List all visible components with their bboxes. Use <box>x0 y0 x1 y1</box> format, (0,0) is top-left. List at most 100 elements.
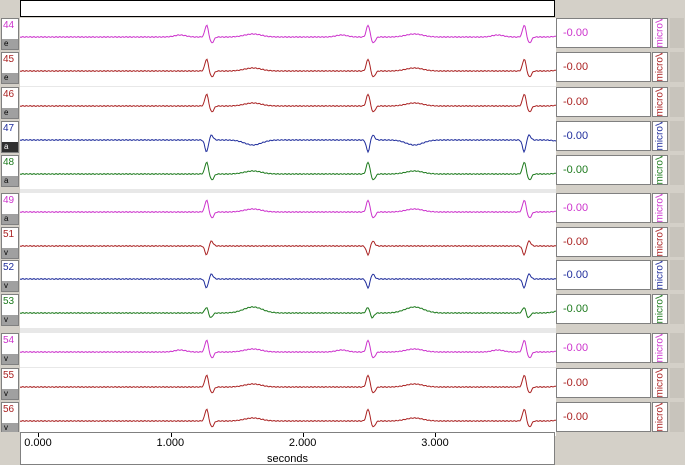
channel-trace[interactable] <box>20 402 556 436</box>
channel-side-strip <box>670 193 684 223</box>
channel-label-box[interactable]: 45 e <box>1 52 19 84</box>
channel-side-strip <box>670 227 684 257</box>
channel-scale-button[interactable]: e <box>2 73 18 83</box>
channel-scale-button[interactable]: a <box>2 176 18 186</box>
trace-svg <box>20 24 556 44</box>
channel-number: 49 <box>3 195 15 206</box>
channel-scale-button[interactable]: v <box>2 354 18 364</box>
channel-trace[interactable] <box>20 227 556 261</box>
channel-unit-label: microV <box>654 260 666 290</box>
channel-scale-button[interactable]: a <box>2 214 18 224</box>
channel-value: -0.00 <box>556 294 651 324</box>
x-tick-label: 0.000 <box>24 437 52 449</box>
channel-trace[interactable] <box>20 368 556 402</box>
x-tick <box>38 433 40 437</box>
channel-unit: microV <box>652 368 668 398</box>
channel-value: -0.00 <box>556 52 651 82</box>
channel-scale-button[interactable]: v <box>2 315 18 325</box>
channel-value: -0.00 <box>556 333 651 363</box>
channel-scale-button[interactable]: e <box>2 39 18 49</box>
trace-line <box>20 408 556 428</box>
channel-value: -0.00 <box>556 260 651 290</box>
channel-unit: microV <box>652 193 668 223</box>
channel-unit: microV <box>652 402 668 432</box>
channel-unit: microV <box>652 18 668 48</box>
channel-trace[interactable] <box>20 18 556 52</box>
channel-label-box[interactable]: 55 v <box>1 368 19 400</box>
trace-line <box>20 199 556 219</box>
trace-svg <box>20 58 556 78</box>
channel-label-box[interactable]: 47 a <box>1 121 19 153</box>
channel-value: -0.00 <box>556 227 651 257</box>
x-axis: 0.000 1.000 2.000 3.000 seconds <box>20 432 555 465</box>
channel-side-strip <box>670 155 684 185</box>
channel-label-box[interactable]: 44 e <box>1 18 19 50</box>
trace-line <box>20 133 556 154</box>
channel-unit-label: microV <box>654 227 666 257</box>
channel-unit-label: microV <box>654 18 666 48</box>
channel-unit: microV <box>652 227 668 257</box>
channel-label-box[interactable]: 52 v <box>1 260 19 292</box>
channel-label-box[interactable]: 51 v <box>1 227 19 259</box>
trace-svg <box>20 133 556 154</box>
channel-unit: microV <box>652 121 668 151</box>
channel-scale-button[interactable]: v <box>2 248 18 258</box>
channel-side-strip <box>670 52 684 82</box>
channel-label-box[interactable]: 56 v <box>1 402 19 434</box>
channel-label-box[interactable]: 46 e <box>1 87 19 119</box>
channel-trace[interactable] <box>20 193 556 227</box>
trace-svg <box>20 374 556 394</box>
channel-trace[interactable] <box>20 260 556 294</box>
channel-scale-button[interactable]: a <box>2 142 18 152</box>
channel-number: 55 <box>3 370 15 381</box>
channel-number: 53 <box>3 296 15 307</box>
channel-unit: microV <box>652 155 668 185</box>
channel-trace[interactable] <box>20 52 556 86</box>
channel-scale-button[interactable]: v <box>2 389 18 399</box>
bottom-left-corner <box>0 432 20 465</box>
trace-line <box>20 161 556 181</box>
channel-number: 46 <box>3 89 15 100</box>
channel-number: 47 <box>3 123 15 134</box>
channel-side-strip <box>670 368 684 398</box>
trace-line <box>20 306 556 319</box>
channel-unit-label: microV <box>654 87 666 117</box>
channel-value: -0.00 <box>556 155 651 185</box>
trace-svg <box>20 240 556 257</box>
trace-svg <box>20 306 556 319</box>
channel-trace[interactable] <box>20 294 556 328</box>
channel-label-box[interactable]: 54 v <box>1 333 19 365</box>
channel-side-strip <box>670 333 684 363</box>
channel-scale-button[interactable]: v <box>2 281 18 291</box>
channel-side-strip <box>670 260 684 290</box>
channel-number: 45 <box>3 54 15 65</box>
channel-value: -0.00 <box>556 18 651 48</box>
trace-svg <box>20 161 556 181</box>
channel-scale-button[interactable]: e <box>2 108 18 118</box>
channel-side-strip <box>670 18 684 48</box>
trace-line <box>20 240 556 257</box>
channel-unit-label: microV <box>654 333 666 363</box>
x-tick <box>170 433 172 437</box>
channel-trace[interactable] <box>20 121 556 155</box>
trace-line <box>20 24 556 44</box>
channel-unit-label: microV <box>654 294 666 324</box>
channel-side-strip <box>670 294 684 324</box>
channel-unit: microV <box>652 87 668 117</box>
channel-label-box[interactable]: 48 a <box>1 155 19 187</box>
channel-trace[interactable] <box>20 155 556 189</box>
channel-side-strip <box>670 121 684 151</box>
trace-line <box>20 93 556 113</box>
channel-trace[interactable] <box>20 333 556 367</box>
x-tick-label: 2.000 <box>288 437 317 449</box>
channel-label-box[interactable]: 53 v <box>1 294 19 326</box>
channel-scale-button[interactable]: v <box>2 423 18 433</box>
trace-line <box>20 339 556 359</box>
channel-trace[interactable] <box>20 87 556 121</box>
channel-label-box[interactable]: 49 a <box>1 193 19 225</box>
channel-value: -0.00 <box>556 87 651 117</box>
x-tick <box>302 433 304 437</box>
x-tick-label: 3.000 <box>421 437 449 449</box>
channel-number: 52 <box>3 262 15 273</box>
channel-number: 44 <box>3 20 15 31</box>
